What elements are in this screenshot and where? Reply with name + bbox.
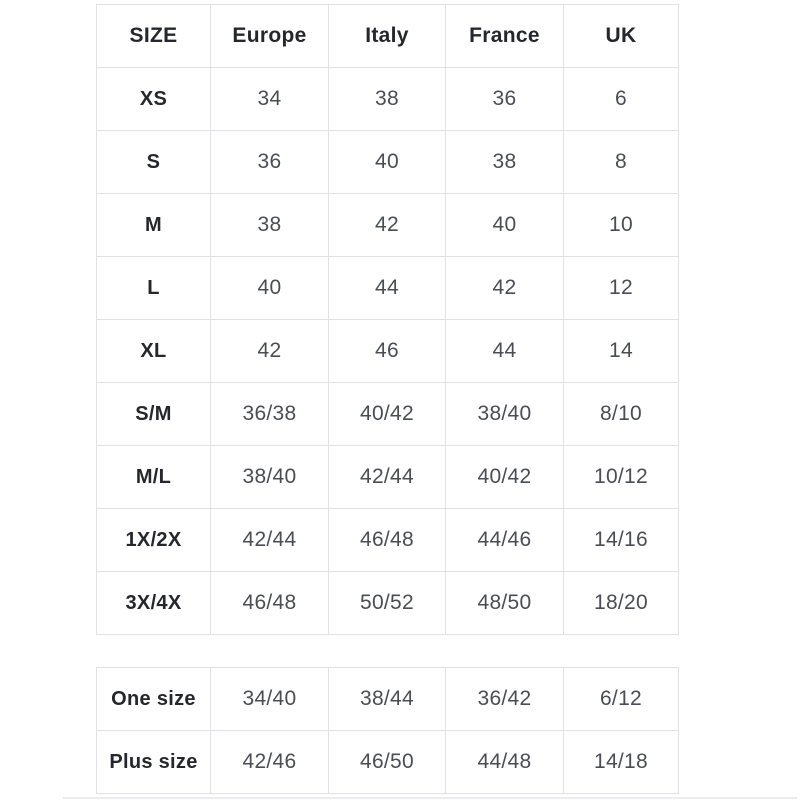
size-value: 46 [328,319,446,383]
table-row: XS 34 38 36 6 [96,67,679,131]
size-value: 44 [445,319,564,383]
size-value: 38/40 [210,445,329,509]
size-value: 40/42 [445,445,564,509]
size-value: 46/50 [328,730,446,794]
table-row: One size 34/40 38/44 36/42 6/12 [96,667,679,731]
size-value: 10 [563,193,679,257]
size-label: M [96,193,211,257]
size-value: 14/18 [563,730,679,794]
size-value: 38 [210,193,329,257]
size-value: 42 [328,193,446,257]
size-value: 38/44 [328,667,446,731]
size-value: 42/44 [210,508,329,572]
size-label: XS [96,67,211,131]
size-value: 40 [210,256,329,320]
size-label: S/M [96,382,211,446]
size-value: 34 [210,67,329,131]
size-value: 18/20 [563,571,679,635]
size-label: One size [96,667,211,731]
size-value: 34/40 [210,667,329,731]
size-table-body: XS 34 38 36 6 S 36 40 38 8 M 38 42 40 10 L 40 44 42 12 XL 42 4… [96,67,679,635]
table-row: 1X/2X 42/44 46/48 44/46 14/16 [96,508,679,572]
table-row: S/M 36/38 40/42 38/40 8/10 [96,382,679,446]
table-row: XL 42 46 44 14 [96,319,679,383]
size-value: 44 [328,256,446,320]
table-row: M/L 38/40 42/44 40/42 10/12 [96,445,679,509]
size-label: M/L [96,445,211,509]
table-row: L 40 44 42 12 [96,256,679,320]
size-value: 6/12 [563,667,679,731]
size-value: 38/40 [445,382,564,446]
size-value: 10/12 [563,445,679,509]
size-value: 42 [445,256,564,320]
size-label: XL [96,319,211,383]
size-value: 42 [210,319,329,383]
size-value: 46/48 [210,571,329,635]
table-row: S 36 40 38 8 [96,130,679,194]
column-header-italy: Italy [328,4,446,68]
size-value: 48/50 [445,571,564,635]
size-value: 44/46 [445,508,564,572]
size-value: 40 [328,130,446,194]
size-value: 12 [563,256,679,320]
size-value: 14 [563,319,679,383]
size-value: 36/42 [445,667,564,731]
size-value: 40/42 [328,382,446,446]
size-value: 8/10 [563,382,679,446]
table-row: M 38 42 40 10 [96,193,679,257]
size-value: 40 [445,193,564,257]
column-header-size: SIZE [96,4,211,68]
column-header-uk: UK [563,4,679,68]
size-value: 50/52 [328,571,446,635]
size-conversion-table: SIZE Europe Italy France UK XS 34 38 36 6 S 36… [96,4,679,635]
size-value: 8 [563,130,679,194]
size-value: 42/44 [328,445,446,509]
table-row: Plus size 42/46 46/50 44/48 14/18 [96,730,679,794]
size-value: 44/48 [445,730,564,794]
special-sizes-table: One size 34/40 38/44 36/42 6/12 Plus size 42/4… [96,667,679,794]
size-label: S [96,130,211,194]
column-header-europe: Europe [210,4,329,68]
size-label: 1X/2X [96,508,211,572]
size-value: 46/48 [328,508,446,572]
size-label: L [96,256,211,320]
special-sizes-table-body: One size 34/40 38/44 36/42 6/12 Plus size 42/4… [96,667,679,794]
size-value: 36/38 [210,382,329,446]
size-table-header: SIZE Europe Italy France UK [96,4,679,68]
size-label: Plus size [96,730,211,794]
header-row: SIZE Europe Italy France UK [96,4,679,68]
size-value: 38 [445,130,564,194]
size-value: 38 [328,67,446,131]
size-value: 42/46 [210,730,329,794]
table-row: 3X/4X 46/48 50/52 48/50 18/20 [96,571,679,635]
size-value: 36 [445,67,564,131]
size-value: 36 [210,130,329,194]
column-header-france: France [445,4,564,68]
bottom-divider [63,797,797,799]
size-label: 3X/4X [96,571,211,635]
size-value: 6 [563,67,679,131]
size-value: 14/16 [563,508,679,572]
